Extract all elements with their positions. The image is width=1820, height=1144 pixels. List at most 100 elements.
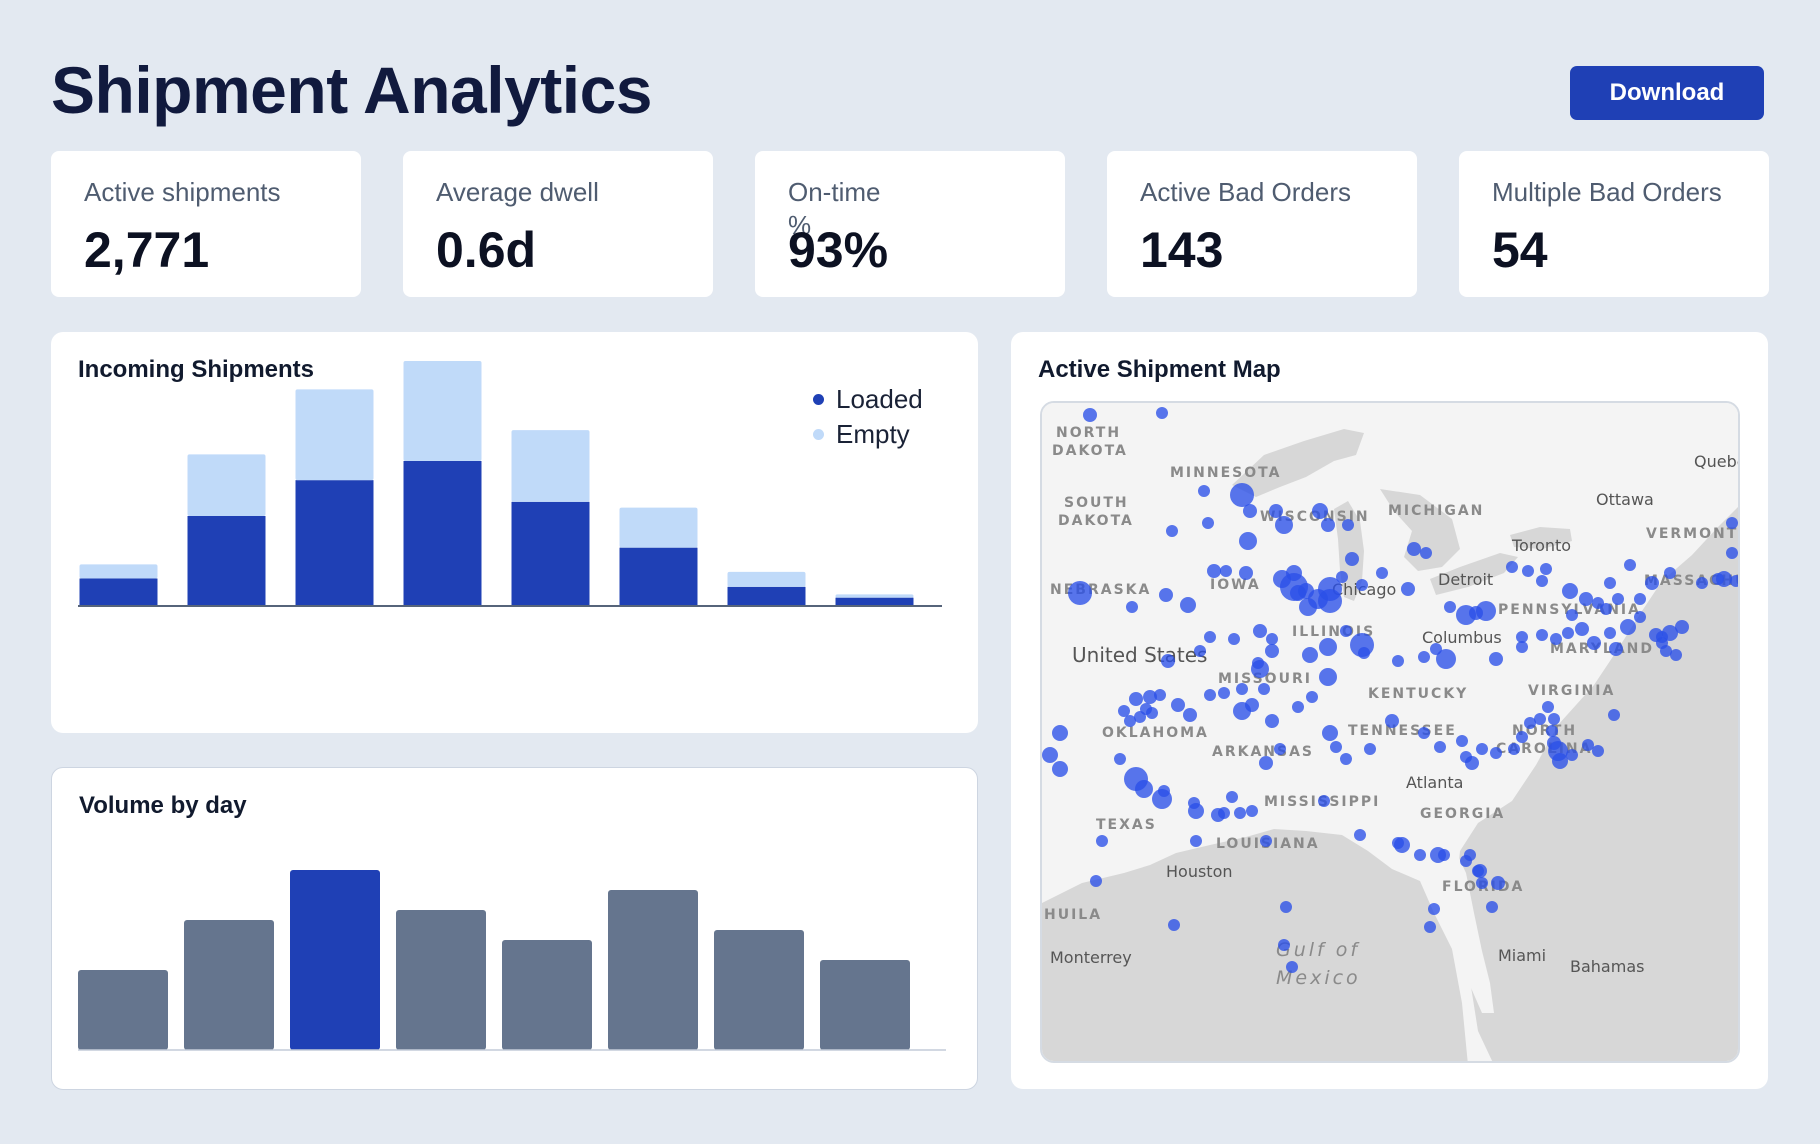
shipment-marker[interactable] — [1424, 921, 1436, 933]
shipment-marker[interactable] — [1486, 901, 1498, 913]
shipment-marker[interactable] — [1356, 579, 1368, 591]
shipment-marker[interactable] — [1126, 601, 1138, 613]
download-button[interactable]: Download — [1570, 66, 1764, 120]
shipment-marker[interactable] — [1394, 837, 1410, 853]
shipment-marker[interactable] — [1340, 753, 1352, 765]
shipment-marker[interactable] — [1491, 876, 1505, 890]
shipment-marker[interactable] — [1516, 731, 1528, 743]
shipment-marker[interactable] — [1259, 756, 1273, 770]
shipment-marker[interactable] — [1166, 525, 1178, 537]
shipment-marker[interactable] — [1516, 631, 1528, 643]
shipment-marker[interactable] — [1190, 835, 1202, 847]
shipment-marker[interactable] — [1428, 903, 1440, 915]
shipment-marker[interactable] — [1239, 566, 1253, 580]
shipment-marker[interactable] — [1168, 919, 1180, 931]
shipment-marker[interactable] — [1319, 668, 1337, 686]
shipment-marker[interactable] — [1129, 692, 1143, 706]
shipment-marker[interactable] — [1090, 875, 1102, 887]
shipment-marker[interactable] — [1414, 849, 1426, 861]
shipment-marker[interactable] — [1562, 583, 1578, 599]
shipment-marker[interactable] — [1265, 644, 1279, 658]
shipment-marker[interactable] — [1265, 714, 1279, 728]
shipment-marker[interactable] — [1280, 901, 1292, 913]
shipment-marker[interactable] — [1330, 741, 1342, 753]
shipment-marker[interactable] — [1258, 683, 1270, 695]
shipment-marker[interactable] — [1604, 577, 1616, 589]
shipment-marker[interactable] — [1592, 745, 1604, 757]
shipment-marker[interactable] — [1608, 709, 1620, 721]
shipment-marker[interactable] — [1624, 559, 1636, 571]
shipment-marker[interactable] — [1609, 642, 1623, 656]
shipment-marker[interactable] — [1052, 725, 1068, 741]
shipment-marker[interactable] — [1299, 598, 1317, 616]
shipment-marker[interactable] — [1286, 565, 1302, 581]
shipment-marker[interactable] — [1156, 407, 1168, 419]
shipment-marker[interactable] — [1096, 835, 1108, 847]
shipment-marker[interactable] — [1269, 504, 1283, 518]
shipment-marker[interactable] — [1068, 581, 1092, 605]
shipment-marker[interactable] — [1253, 624, 1267, 638]
shipment-marker[interactable] — [1634, 611, 1646, 623]
shipment-marker[interactable] — [1434, 741, 1446, 753]
shipment-marker[interactable] — [1234, 807, 1246, 819]
shipment-marker[interactable] — [1146, 707, 1158, 719]
shipment-marker[interactable] — [1566, 749, 1578, 761]
shipment-marker[interactable] — [1660, 645, 1672, 657]
shipment-marker[interactable] — [1548, 713, 1560, 725]
shipment-marker[interactable] — [1662, 625, 1678, 641]
shipment-marker[interactable] — [1340, 625, 1352, 637]
shipment-marker[interactable] — [1536, 575, 1548, 587]
shipment-marker[interactable] — [1540, 563, 1552, 575]
shipment-marker[interactable] — [1171, 698, 1185, 712]
shipment-marker[interactable] — [1226, 791, 1238, 803]
shipment-marker[interactable] — [1358, 647, 1370, 659]
shipment-marker[interactable] — [1418, 651, 1430, 663]
shipment-marker[interactable] — [1385, 714, 1399, 728]
shipment-marker[interactable] — [1726, 547, 1738, 559]
shipment-marker[interactable] — [1376, 567, 1388, 579]
shipment-marker[interactable] — [1245, 698, 1259, 712]
shipment-marker[interactable] — [1183, 708, 1197, 722]
shipment-marker[interactable] — [1436, 649, 1456, 669]
shipment-marker[interactable] — [1476, 877, 1488, 889]
shipment-marker[interactable] — [1476, 601, 1496, 621]
shipment-marker[interactable] — [1152, 789, 1172, 809]
shipment-marker[interactable] — [1207, 564, 1221, 578]
shipment-marker[interactable] — [1401, 582, 1415, 596]
shipment-marker[interactable] — [1670, 649, 1682, 661]
shipment-marker[interactable] — [1278, 939, 1290, 951]
shipment-marker[interactable] — [1218, 687, 1230, 699]
shipment-marker[interactable] — [1322, 725, 1338, 741]
shipment-marker[interactable] — [1290, 585, 1306, 601]
shipment-marker[interactable] — [1489, 652, 1503, 666]
shipment-marker[interactable] — [1228, 633, 1240, 645]
shipment-marker[interactable] — [1430, 847, 1446, 863]
shipment-marker[interactable] — [1612, 593, 1624, 605]
shipment-marker[interactable] — [1587, 636, 1601, 650]
shipment-marker[interactable] — [1444, 601, 1456, 613]
shipment-marker[interactable] — [1198, 485, 1210, 497]
shipment-marker[interactable] — [1726, 517, 1738, 529]
shipment-marker[interactable] — [1275, 516, 1293, 534]
shipment-marker[interactable] — [1566, 609, 1578, 621]
shipment-marker[interactable] — [1266, 633, 1278, 645]
shipment-map[interactable]: NORTHDAKOTAMINNESOTASOUTHDAKOTAWISCONSIN… — [1040, 401, 1740, 1063]
shipment-marker[interactable] — [1321, 518, 1335, 532]
shipment-marker[interactable] — [1236, 683, 1248, 695]
shipment-marker[interactable] — [1312, 503, 1328, 519]
shipment-marker[interactable] — [1318, 795, 1330, 807]
shipment-marker[interactable] — [1083, 408, 1097, 422]
shipment-marker[interactable] — [1118, 705, 1130, 717]
shipment-marker[interactable] — [1696, 577, 1708, 589]
shipment-marker[interactable] — [1180, 597, 1196, 613]
shipment-marker[interactable] — [1319, 638, 1337, 656]
shipment-marker[interactable] — [1354, 829, 1366, 841]
shipment-marker[interactable] — [1161, 654, 1175, 668]
shipment-marker[interactable] — [1562, 627, 1574, 639]
shipment-marker[interactable] — [1218, 807, 1230, 819]
shipment-marker[interactable] — [1716, 571, 1732, 587]
shipment-marker[interactable] — [1194, 645, 1206, 657]
shipment-marker[interactable] — [1645, 576, 1659, 590]
shipment-marker[interactable] — [1546, 725, 1558, 737]
shipment-marker[interactable] — [1230, 483, 1254, 507]
